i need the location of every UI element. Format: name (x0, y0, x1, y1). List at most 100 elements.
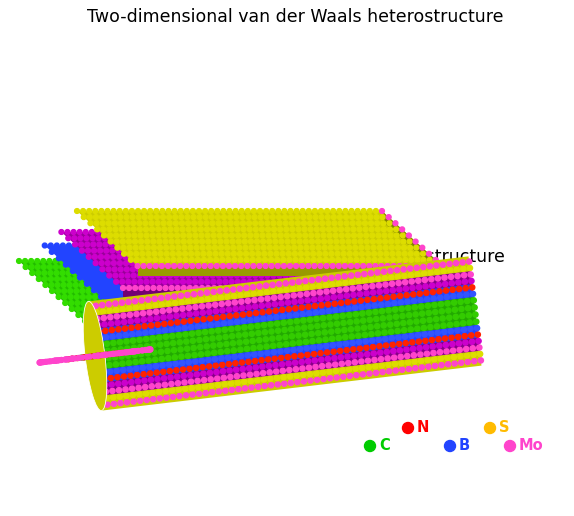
Circle shape (198, 318, 203, 324)
Circle shape (333, 270, 338, 276)
Circle shape (165, 256, 170, 261)
Circle shape (130, 386, 135, 391)
Circle shape (415, 271, 420, 277)
Circle shape (429, 337, 435, 343)
Circle shape (243, 251, 249, 256)
Circle shape (114, 236, 119, 240)
Circle shape (224, 277, 230, 281)
Circle shape (353, 248, 358, 253)
Circle shape (168, 221, 172, 225)
Circle shape (192, 318, 197, 324)
Circle shape (311, 257, 316, 262)
Circle shape (323, 337, 328, 342)
Circle shape (361, 264, 366, 268)
Circle shape (301, 267, 305, 272)
Circle shape (394, 227, 398, 232)
Circle shape (470, 346, 475, 351)
Circle shape (117, 288, 121, 294)
Circle shape (218, 270, 223, 276)
Circle shape (379, 208, 385, 214)
Circle shape (201, 323, 207, 328)
Circle shape (360, 301, 365, 305)
Circle shape (67, 277, 72, 281)
Circle shape (65, 259, 70, 263)
Circle shape (122, 288, 126, 293)
Circle shape (374, 316, 379, 321)
Circle shape (157, 342, 162, 347)
Circle shape (138, 230, 143, 234)
Circle shape (218, 265, 222, 269)
Circle shape (383, 262, 388, 267)
Circle shape (231, 251, 236, 256)
Circle shape (298, 292, 303, 297)
Circle shape (408, 301, 412, 305)
Circle shape (327, 288, 332, 293)
Circle shape (439, 309, 444, 314)
Circle shape (42, 243, 47, 248)
Circle shape (229, 259, 234, 263)
Circle shape (98, 250, 103, 254)
Circle shape (439, 362, 444, 368)
Circle shape (227, 261, 232, 266)
Circle shape (275, 262, 280, 267)
Circle shape (241, 227, 246, 232)
Circle shape (335, 321, 340, 326)
Circle shape (461, 266, 466, 271)
Circle shape (132, 233, 137, 238)
Circle shape (195, 288, 200, 294)
Circle shape (358, 298, 363, 303)
Circle shape (358, 292, 363, 297)
Circle shape (344, 215, 348, 219)
Circle shape (217, 279, 222, 284)
Circle shape (403, 341, 408, 346)
Circle shape (140, 365, 145, 370)
Circle shape (334, 294, 339, 299)
Circle shape (247, 221, 251, 225)
Circle shape (387, 322, 393, 327)
Circle shape (98, 283, 102, 287)
Circle shape (262, 256, 266, 261)
Circle shape (256, 248, 261, 253)
Circle shape (408, 320, 413, 325)
Circle shape (153, 294, 158, 299)
Circle shape (344, 230, 350, 234)
Circle shape (128, 248, 133, 253)
Circle shape (324, 350, 329, 355)
Circle shape (355, 313, 360, 317)
Circle shape (37, 360, 42, 365)
Circle shape (153, 254, 158, 259)
Circle shape (239, 299, 244, 304)
Circle shape (177, 248, 181, 253)
Circle shape (210, 336, 215, 341)
Circle shape (247, 279, 253, 284)
Circle shape (420, 318, 425, 324)
Circle shape (416, 278, 421, 283)
Circle shape (199, 297, 204, 302)
Circle shape (148, 264, 152, 268)
Circle shape (420, 301, 424, 305)
Circle shape (191, 301, 195, 305)
Circle shape (294, 208, 299, 214)
Circle shape (412, 359, 417, 364)
Circle shape (130, 301, 134, 305)
Circle shape (354, 251, 358, 256)
Circle shape (231, 242, 235, 247)
Circle shape (319, 303, 324, 308)
Circle shape (303, 250, 308, 254)
Circle shape (91, 243, 95, 248)
Circle shape (338, 294, 343, 299)
Circle shape (181, 259, 185, 263)
Circle shape (131, 399, 136, 404)
Circle shape (247, 318, 253, 323)
Circle shape (282, 269, 286, 273)
Circle shape (148, 347, 153, 352)
Circle shape (128, 283, 133, 287)
Circle shape (69, 357, 74, 361)
Circle shape (400, 288, 404, 293)
Circle shape (411, 352, 416, 358)
Circle shape (200, 245, 205, 250)
Circle shape (276, 307, 281, 311)
Circle shape (293, 301, 298, 305)
Circle shape (168, 227, 173, 232)
Circle shape (115, 242, 120, 247)
